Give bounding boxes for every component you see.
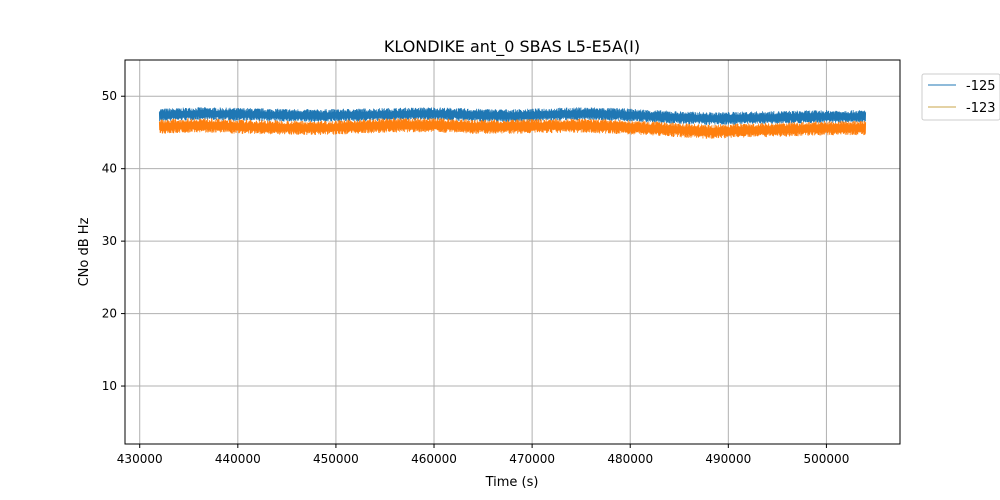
x-tick-label: 470000 — [509, 452, 555, 466]
x-tick-label: 430000 — [117, 452, 163, 466]
x-tick-label: 500000 — [804, 452, 850, 466]
y-tick-label: 50 — [102, 89, 117, 103]
x-tick-label: 480000 — [607, 452, 653, 466]
x-axis-label: Time (s) — [485, 475, 539, 490]
x-axis-ticks: 430000 440000 450000 460000 470000 480000 4900… — [117, 444, 850, 466]
y-tick-label: 30 — [102, 234, 117, 248]
y-tick-label: 10 — [102, 379, 117, 393]
x-tick-label: 440000 — [215, 452, 261, 466]
y-tick-label: 40 — [102, 162, 117, 176]
legend-label-series-2: -123 — [966, 101, 996, 116]
series-line-2 — [158, 118, 867, 139]
y-tick-label: 20 — [102, 307, 117, 321]
series-line-1 — [158, 107, 867, 125]
x-tick-label: 490000 — [705, 452, 751, 466]
plot-frame — [124, 59, 901, 445]
legend-box — [921, 73, 1000, 121]
x-tick-label: 450000 — [313, 452, 359, 466]
y-axis-ticks: 10 20 30 40 50 — [102, 89, 125, 393]
chart-title: KLONDIKE ant_0 SBAS L5-E5A(I) — [384, 37, 640, 57]
x-tick-label: 460000 — [411, 452, 457, 466]
legend: -125 -123 — [921, 73, 1000, 121]
series-layer — [158, 107, 867, 139]
y-axis-label: CNo dB Hz — [77, 217, 92, 286]
legend-label-series-1: -125 — [966, 79, 996, 94]
